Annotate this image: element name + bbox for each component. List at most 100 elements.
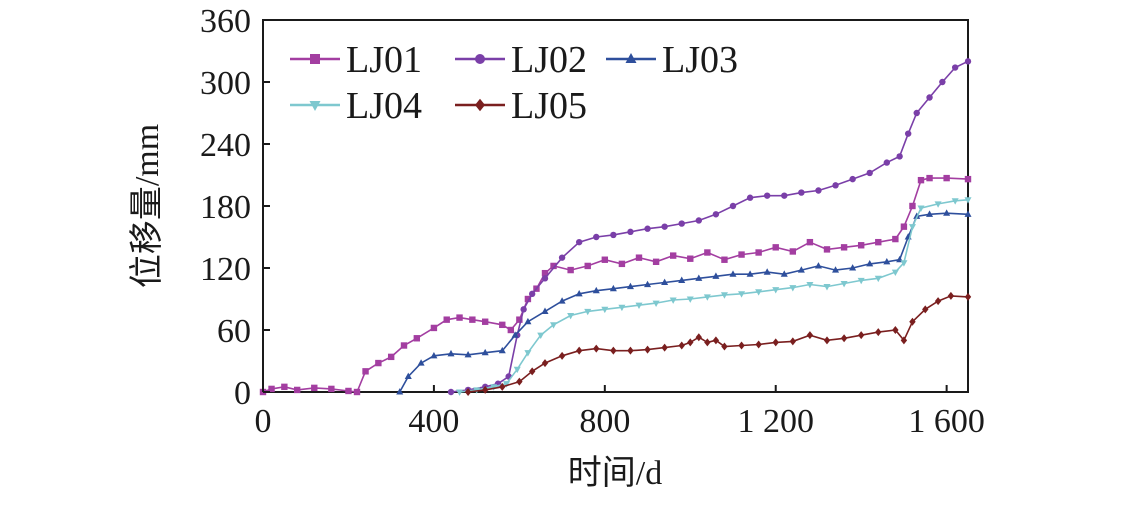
data-point <box>430 351 438 359</box>
data-point <box>541 307 549 314</box>
data-point <box>503 381 511 388</box>
data-point <box>575 289 583 297</box>
data-point <box>703 294 711 301</box>
data-point <box>584 262 591 270</box>
series-line <box>450 60 969 393</box>
data-point <box>537 332 545 340</box>
data-point <box>541 275 549 282</box>
data-point <box>900 336 908 345</box>
data-point <box>840 280 848 288</box>
data-point <box>687 338 694 347</box>
data-point <box>558 254 566 261</box>
data-point <box>951 64 959 71</box>
data-point <box>499 382 506 391</box>
x-tick-label: 800 <box>579 403 630 440</box>
data-point <box>661 343 668 352</box>
legend: LJ01 LJ02 LJ03 LJ04 LJ05 <box>290 39 738 127</box>
data-point <box>926 94 933 101</box>
data-point <box>720 292 728 299</box>
data-point <box>875 328 882 337</box>
data-point <box>900 260 908 267</box>
data-point <box>618 260 626 268</box>
data-point <box>601 256 609 263</box>
data-point <box>772 338 779 347</box>
data-point <box>635 302 643 310</box>
data-point <box>964 175 972 183</box>
x-tick-label: 0 <box>255 403 272 440</box>
data-point <box>618 304 626 312</box>
data-point <box>866 260 874 267</box>
data-point <box>866 169 873 177</box>
data-point <box>575 238 583 246</box>
data-point <box>686 296 694 303</box>
data-point <box>721 256 728 263</box>
data-point <box>806 238 814 246</box>
legend-item-LJ03: LJ03 <box>606 39 738 81</box>
data-point <box>481 348 489 356</box>
data-point <box>964 210 972 217</box>
data-point <box>626 282 634 290</box>
data-point <box>575 346 583 355</box>
data-point <box>652 300 660 307</box>
data-point <box>883 257 891 265</box>
series-line <box>399 212 969 393</box>
data-point <box>396 388 404 395</box>
data-point <box>513 366 521 374</box>
data-point <box>516 377 523 386</box>
data-point <box>874 275 882 283</box>
data-point <box>712 211 720 218</box>
data-point <box>806 281 814 289</box>
data-point <box>934 201 942 208</box>
data-point <box>922 305 929 314</box>
data-point <box>943 209 951 216</box>
data-point <box>755 289 763 296</box>
data-point <box>875 238 882 246</box>
data-point <box>464 350 472 358</box>
data-point <box>695 333 703 342</box>
data-point <box>652 258 660 265</box>
data-point <box>469 316 476 323</box>
data-point <box>738 251 745 258</box>
data-point <box>943 174 950 182</box>
data-point <box>669 297 677 304</box>
data-point <box>832 266 840 273</box>
series-LJ05 <box>464 291 972 396</box>
legend-label: LJ05 <box>511 85 587 127</box>
legend-item-LJ01: LJ01 <box>290 39 422 81</box>
data-point <box>815 187 822 194</box>
data-point <box>669 252 677 259</box>
data-point <box>797 266 805 273</box>
data-point <box>430 324 438 332</box>
data-point <box>490 384 498 391</box>
data-point <box>883 159 891 166</box>
data-point <box>584 308 592 316</box>
data-point <box>896 153 903 160</box>
data-point <box>524 317 532 325</box>
series-line <box>459 199 969 393</box>
data-point <box>939 78 946 86</box>
data-point <box>729 202 737 210</box>
data-point <box>849 175 856 183</box>
y-tick-label: 0 <box>234 375 251 412</box>
data-point <box>704 338 711 347</box>
data-point <box>789 285 797 292</box>
data-point <box>558 297 566 304</box>
legend-label: LJ04 <box>346 85 422 127</box>
x-axis-title: 时间/d <box>568 455 662 492</box>
data-point <box>772 287 780 294</box>
data-point <box>511 331 519 338</box>
data-point <box>558 351 566 360</box>
data-point <box>964 292 972 301</box>
data-point <box>772 244 779 251</box>
data-point <box>934 297 942 306</box>
data-point <box>964 197 972 204</box>
data-point <box>507 326 515 334</box>
data-point <box>362 368 369 375</box>
data-point <box>528 290 536 298</box>
data-point <box>627 346 634 355</box>
x-tick-label: 400 <box>408 403 459 440</box>
data-point <box>268 385 275 393</box>
data-point <box>746 270 754 277</box>
data-point <box>644 225 651 232</box>
data-point <box>904 130 912 137</box>
